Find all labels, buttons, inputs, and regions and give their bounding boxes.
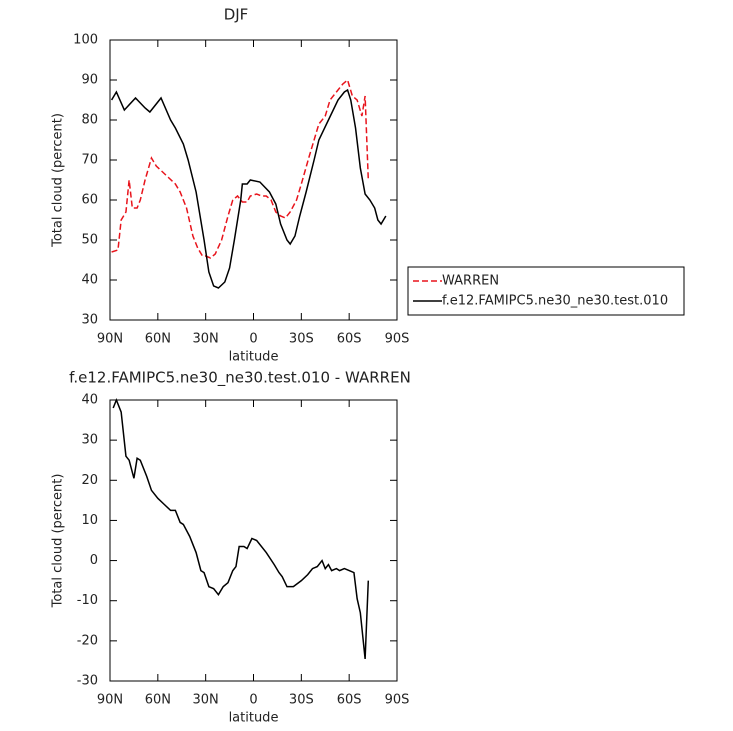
y-tick-label: 100: [73, 33, 98, 48]
x-axis-label: latitude: [229, 711, 279, 726]
x-tick-label: 0: [249, 332, 257, 347]
x-tick-label: 90N: [97, 693, 123, 708]
y-tick-label: 50: [81, 233, 98, 248]
legend-box: [407, 266, 685, 316]
x-tick-label: 30S: [289, 332, 314, 347]
x-axis-label: latitude: [229, 350, 279, 365]
y-tick-label: 40: [81, 273, 98, 288]
x-tick-label: 60S: [337, 693, 362, 708]
x-tick-label: 0: [249, 693, 257, 708]
y-tick-label: -30: [77, 674, 98, 689]
data-line: [110, 88, 387, 289]
legend-label: WARREN: [442, 274, 499, 289]
y-tick-label: -20: [77, 633, 98, 648]
chart-title: f.e12.FAMIPC5.ne30_ne30.test.010 - WARRE…: [69, 369, 411, 388]
y-tick-label: 30: [81, 433, 98, 448]
x-tick-label: 90S: [385, 693, 410, 708]
x-tick-label: 90S: [385, 332, 410, 347]
x-tick-label: 60S: [337, 332, 362, 347]
data-line: [111, 78, 370, 259]
x-tick-label: 30S: [289, 693, 314, 708]
y-tick-label: 60: [81, 193, 98, 208]
y-tick-label: -10: [77, 593, 98, 608]
x-tick-label: 60N: [145, 693, 171, 708]
y-tick-label: 80: [81, 113, 98, 128]
y-tick-label: 90: [81, 73, 98, 88]
plot-frame: [109, 399, 398, 682]
x-tick-label: 90N: [97, 332, 123, 347]
y-tick-label: 70: [81, 153, 98, 168]
y-tick-label: 0: [90, 553, 98, 568]
x-tick-label: 30N: [193, 693, 219, 708]
y-axis-label: Total cloud (percent): [51, 113, 66, 248]
x-tick-label: 60N: [145, 332, 171, 347]
x-tick-label: 30N: [193, 332, 219, 347]
chart-title: DJF: [224, 6, 249, 24]
legend-label: f.e12.FAMIPC5.ne30_ne30.test.010: [442, 294, 668, 309]
y-tick-label: 30: [81, 313, 98, 328]
y-axis-label: Total cloud (percent): [51, 474, 66, 609]
data-line: [112, 397, 370, 659]
y-tick-label: 20: [81, 473, 98, 488]
y-tick-label: 10: [81, 513, 98, 528]
y-tick-label: 40: [81, 393, 98, 408]
